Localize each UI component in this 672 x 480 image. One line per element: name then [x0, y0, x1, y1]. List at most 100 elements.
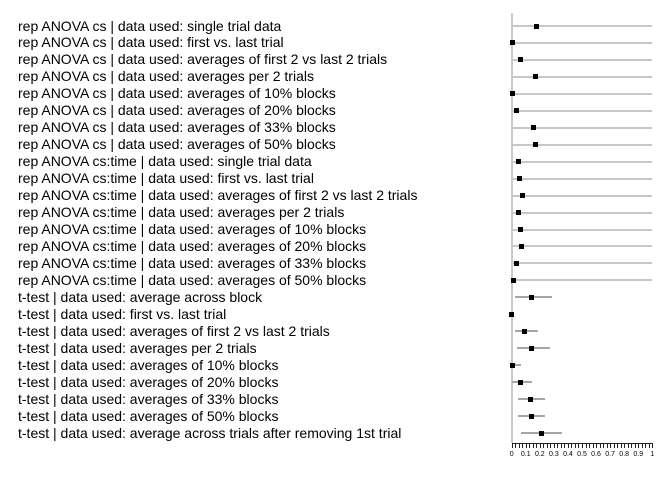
data-point-marker	[509, 40, 515, 46]
axis-tick	[648, 443, 650, 448]
full-range-line	[511, 143, 653, 146]
row-label: rep ANOVA cs | data used: averages of 50…	[18, 136, 336, 153]
row-label: rep ANOVA cs:time | data used: averages …	[18, 237, 367, 254]
full-range-line	[511, 41, 653, 44]
full-range-line	[511, 58, 653, 61]
axis-tick	[613, 443, 615, 448]
axis-tick	[536, 443, 538, 448]
row-label: rep ANOVA cs | data used: first vs. last…	[18, 34, 284, 51]
axis-tick-label: 1	[650, 451, 655, 458]
axis-tick	[546, 443, 548, 448]
axis-tick-label: 0.9	[633, 451, 644, 458]
y-axis-line	[510, 13, 513, 443]
row-label: rep ANOVA cs:time | data used: averages …	[18, 187, 418, 204]
axis-tick	[550, 443, 552, 448]
row-label: t-test | data used: averages per 2 trial…	[18, 339, 257, 356]
row-label: rep ANOVA cs | data used: averages of 33…	[18, 119, 336, 136]
data-point-marker	[528, 396, 534, 402]
axis-tick-label: 0.5	[577, 451, 587, 458]
data-point-marker	[520, 193, 526, 199]
full-range-line	[511, 262, 653, 265]
row-label: t-test | data used: averages of 50% bloc…	[18, 407, 279, 424]
axis-tick-label: 0.8	[619, 451, 630, 458]
data-point-marker	[515, 210, 521, 216]
row-label: rep ANOVA cs:time | data used: averages …	[18, 221, 367, 238]
row-label: t-test | data used: averages of 20% bloc…	[18, 373, 279, 390]
error-bar	[511, 364, 522, 367]
axis-tick	[515, 443, 517, 448]
data-point-marker	[509, 311, 515, 317]
axis-tick	[518, 443, 520, 448]
data-point-marker	[521, 328, 527, 334]
axis-tick-label: 0.7	[605, 451, 615, 458]
full-range-line	[511, 126, 653, 129]
row-label: rep ANOVA cs:time | data used: first vs.…	[18, 170, 314, 187]
row-label: rep ANOVA cs:time | data used: single tr…	[18, 153, 312, 170]
axis-tick	[631, 443, 633, 448]
data-point-marker	[510, 362, 516, 368]
row-label: rep ANOVA cs | data used: averages of 20…	[18, 102, 336, 119]
axis-tick	[557, 443, 559, 448]
axis-tick	[560, 443, 562, 448]
axis-tick	[511, 443, 513, 448]
axis-tick	[532, 443, 534, 448]
row-label: rep ANOVA cs:time | data used: averages …	[18, 271, 367, 288]
data-point-marker	[518, 227, 524, 233]
data-point-marker	[529, 345, 535, 351]
axis-tick	[564, 443, 566, 448]
data-point-marker	[516, 159, 522, 165]
full-range-line	[511, 177, 653, 180]
axis-tick	[529, 443, 531, 448]
axis-tick	[638, 443, 640, 448]
axis-tick	[585, 443, 587, 448]
row-label: t-test | data used: averages of first 2 …	[18, 322, 330, 339]
full-range-line	[511, 228, 653, 231]
data-point-marker	[531, 125, 537, 131]
data-point-marker	[514, 260, 520, 266]
row-label: t-test | data used: first vs. last trial	[18, 305, 227, 322]
full-range-line	[511, 245, 653, 248]
axis-tick-label: 0.2	[534, 451, 545, 458]
data-point-marker	[511, 277, 517, 283]
data-point-marker	[516, 176, 522, 182]
axis-tick	[596, 443, 598, 448]
data-point-marker	[533, 142, 539, 148]
axis-tick	[578, 443, 580, 448]
full-range-line	[511, 109, 653, 112]
data-point-marker	[529, 413, 535, 419]
full-range-line	[511, 160, 653, 163]
axis-tick	[571, 443, 573, 448]
axis-tick	[617, 443, 619, 448]
axis-tick	[582, 443, 583, 448]
axis-tick	[567, 443, 569, 448]
axis-tick	[525, 443, 527, 448]
axis-tick	[599, 443, 601, 448]
full-range-line	[511, 75, 653, 78]
data-point-marker	[517, 379, 523, 385]
axis-tick	[589, 443, 591, 448]
axis-tick	[543, 443, 545, 448]
axis-tick	[627, 443, 629, 448]
axis-tick	[553, 443, 555, 448]
row-label: t-test | data used: averages of 33% bloc…	[18, 390, 279, 407]
row-label: rep ANOVA cs:time | data used: averages …	[18, 254, 367, 271]
axis-tick	[592, 443, 594, 448]
axis-tick	[641, 443, 643, 448]
axis-tick	[574, 443, 576, 448]
axis-tick-label: 0.3	[549, 451, 559, 458]
axis-tick	[603, 443, 605, 448]
full-range-line	[511, 25, 653, 27]
row-label: t-test | data used: average across block	[18, 288, 263, 305]
full-range-line	[511, 92, 653, 95]
data-point-marker	[517, 57, 523, 63]
axis-tick-label: 0.6	[591, 451, 601, 458]
data-point-marker	[510, 91, 516, 97]
data-point-marker	[529, 294, 535, 300]
row-label: rep ANOVA cs | data used: averages per 2…	[18, 68, 314, 85]
full-range-line	[511, 194, 653, 197]
axis-tick-label: 0.4	[563, 451, 573, 458]
row-label: rep ANOVA cs | data used: single trial d…	[18, 17, 282, 34]
row-label: rep ANOVA cs:time | data used: averages …	[18, 204, 345, 221]
axis-tick	[522, 443, 524, 448]
